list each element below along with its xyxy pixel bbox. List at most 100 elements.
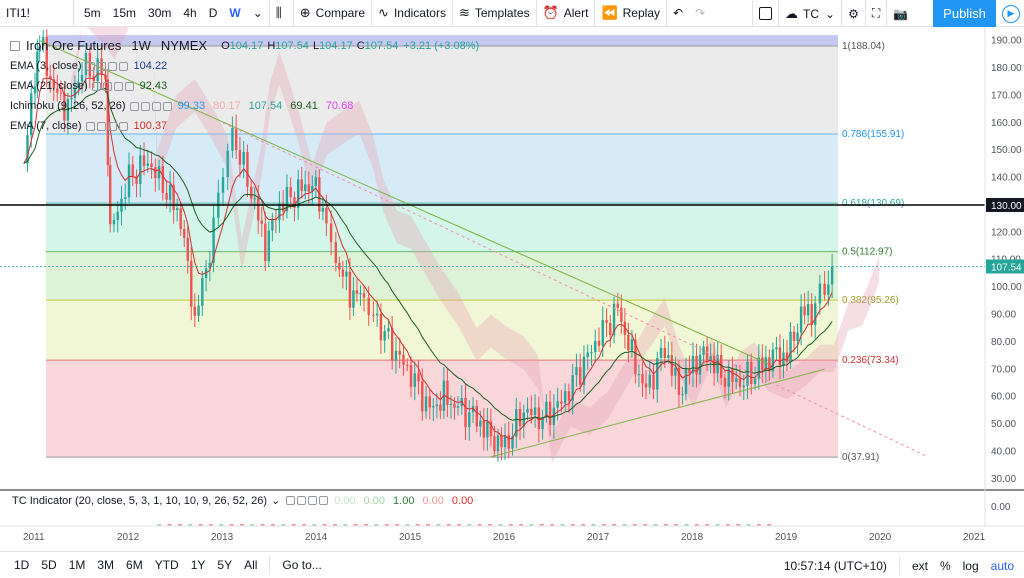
tc-indicator-mark bbox=[632, 524, 637, 526]
fullscreen-button[interactable]: ⛶ bbox=[866, 0, 886, 27]
indicator-row-ema7[interactable]: EMA (7, close) 100.37 bbox=[10, 116, 479, 136]
price-tick-label: 160.00 bbox=[991, 118, 1022, 129]
undo-icon: ↶ bbox=[673, 6, 684, 20]
symbol-search[interactable]: ITI1! bbox=[0, 0, 74, 27]
goto-button[interactable]: Go to... bbox=[282, 558, 322, 572]
range-5y[interactable]: 5Y bbox=[217, 558, 233, 572]
candle-body bbox=[372, 314, 375, 316]
time-tick-label: 2018 bbox=[681, 532, 704, 543]
close-key: C bbox=[356, 40, 365, 52]
tc-indicator-mark bbox=[343, 524, 348, 526]
log-toggle[interactable]: log bbox=[962, 558, 979, 573]
candle-body bbox=[139, 155, 142, 185]
interval-4h[interactable]: 4h bbox=[183, 6, 197, 20]
interval-dropdown[interactable]: ⌄ bbox=[247, 0, 269, 27]
range-5d[interactable]: 5D bbox=[41, 558, 57, 572]
alert-button[interactable]: ⏰ Alert bbox=[537, 0, 595, 27]
candle-body bbox=[146, 163, 149, 166]
interval-w[interactable]: W bbox=[229, 6, 241, 20]
publish-label: Publish bbox=[943, 6, 986, 21]
replay-button[interactable]: ⏪ Replay bbox=[595, 0, 666, 27]
candle-body bbox=[656, 357, 659, 390]
tc-indicator-mark bbox=[208, 524, 213, 526]
indicator-row-ema21[interactable]: EMA (21, close) 92.43 bbox=[10, 76, 479, 96]
range-1m[interactable]: 1M bbox=[68, 558, 86, 572]
candle-body bbox=[634, 339, 637, 375]
candle-body bbox=[663, 347, 666, 358]
clock-readout[interactable]: 10:57:14 (UTC+10) bbox=[783, 558, 887, 573]
time-tick-label: 2014 bbox=[305, 532, 328, 543]
cloud-layout-button[interactable]: ☁ TC ⌄ bbox=[779, 0, 841, 27]
interval-d[interactable]: D bbox=[208, 6, 218, 20]
interval-15m[interactable]: 15m bbox=[112, 6, 137, 20]
candle-body bbox=[468, 412, 471, 428]
redo-button[interactable]: ↷ bbox=[689, 0, 711, 27]
candle-body bbox=[116, 211, 119, 221]
close-value: 107.54 bbox=[364, 40, 399, 52]
range-3m[interactable]: 3M bbox=[97, 558, 115, 572]
right-tools: ☁ TC ⌄ ⚙ ⛶ 📷 bbox=[752, 0, 914, 27]
low-key: L bbox=[312, 40, 320, 52]
tc-indicator-mark bbox=[157, 524, 162, 526]
settings-button[interactable]: ⚙ bbox=[842, 0, 865, 27]
play-button[interactable]: ▶ bbox=[998, 0, 1024, 27]
auto-toggle[interactable]: auto bbox=[990, 558, 1014, 573]
candle-body bbox=[684, 368, 688, 395]
collapse-icon[interactable] bbox=[10, 41, 20, 51]
candle-body bbox=[267, 230, 271, 262]
indicator-controls[interactable] bbox=[286, 496, 329, 505]
time-tick-label: 2019 bbox=[775, 532, 798, 543]
undo-button[interactable]: ↶ bbox=[667, 0, 689, 27]
range-1y[interactable]: 1Y bbox=[190, 558, 206, 572]
tc-indicator-mark bbox=[612, 524, 617, 526]
compare-button[interactable]: ⊕ Compare bbox=[294, 0, 371, 27]
snapshot-button[interactable]: 📷 bbox=[887, 0, 914, 27]
candle-body bbox=[190, 260, 193, 307]
candle-body bbox=[257, 198, 260, 221]
tc-indicator-mark bbox=[219, 524, 224, 526]
tc-indicator-mark bbox=[591, 524, 596, 526]
tc-indicator-mark bbox=[353, 524, 358, 526]
indicator-controls[interactable] bbox=[91, 81, 134, 91]
candle-body bbox=[753, 378, 757, 384]
indicator-row-ema3[interactable]: EMA (3, close) 104.22 bbox=[10, 56, 479, 76]
fib-level-label: 0.786(155.91) bbox=[842, 129, 904, 140]
range-all[interactable]: All bbox=[244, 558, 258, 572]
chart-type-button[interactable]: ⫼ bbox=[270, 0, 293, 27]
layout-button[interactable] bbox=[753, 0, 778, 27]
chart-area[interactable]: 1(188.04) 0.786(155.91) 0.618(130.69) 0.5(1… bbox=[0, 27, 1024, 551]
range-1d[interactable]: 1D bbox=[14, 558, 30, 572]
candle-body bbox=[321, 207, 325, 212]
candle-body bbox=[59, 92, 63, 94]
tc-indicator-mark bbox=[684, 524, 689, 526]
candle-body bbox=[731, 368, 734, 383]
templates-button[interactable]: ≋ Templates bbox=[453, 0, 536, 27]
candle-body bbox=[526, 408, 529, 413]
ext-toggle[interactable]: ext bbox=[911, 558, 928, 573]
tc-indicator-mark bbox=[457, 524, 462, 526]
range-ytd[interactable]: YTD bbox=[154, 558, 179, 572]
indicator-controls[interactable] bbox=[129, 101, 172, 111]
indicator-controls[interactable] bbox=[85, 121, 128, 131]
play-icon: ▶ bbox=[1002, 4, 1020, 23]
fib-zone bbox=[46, 300, 838, 361]
interval-5m[interactable]: 5m bbox=[84, 6, 101, 20]
indicator-value: 100.37 bbox=[133, 120, 168, 132]
interval-30m[interactable]: 30m bbox=[148, 6, 172, 20]
candle-body bbox=[383, 331, 386, 341]
chevron-down-icon[interactable]: ⌄ bbox=[270, 495, 281, 507]
indicator-controls[interactable] bbox=[85, 61, 128, 71]
tc-indicator-legend[interactable]: TC Indicator (20, close, 5, 3, 1, 10, 10… bbox=[12, 494, 481, 508]
candle-body bbox=[355, 290, 359, 294]
plus-circle-icon: ⊕ bbox=[299, 5, 311, 20]
candle-body bbox=[154, 167, 157, 179]
candle-body bbox=[52, 79, 55, 89]
range-6m[interactable]: 6M bbox=[126, 558, 143, 572]
indicators-button[interactable]: ∿ Indicators bbox=[372, 0, 452, 27]
open-key: O bbox=[221, 40, 230, 52]
chart-canvas[interactable]: 1(188.04) 0.786(155.91) 0.618(130.69) 0.5(1… bbox=[0, 27, 1024, 551]
indicator-row-ichimoku[interactable]: Ichimoku (9, 26, 52, 26) 99.33 80.17 107… bbox=[10, 96, 479, 116]
tc-indicator-mark bbox=[322, 524, 327, 526]
publish-button[interactable]: Publish bbox=[933, 0, 996, 27]
percent-toggle[interactable]: % bbox=[939, 558, 951, 573]
